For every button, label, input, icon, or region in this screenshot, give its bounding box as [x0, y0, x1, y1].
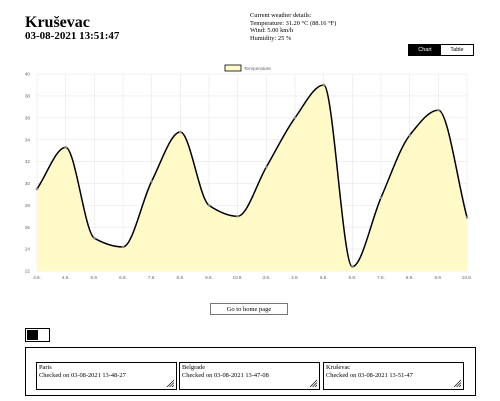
x-tick-label: 5.8. [90, 275, 98, 280]
view-toggle: Chart Table [408, 44, 474, 56]
history-card-belgrade[interactable]: Belgrade Checked on 03-08-2021 13-47-08 [179, 362, 320, 390]
history-card-city: Belgrade [182, 364, 206, 371]
legend-label: Temperature [244, 66, 271, 72]
history-card-paris[interactable]: Paris Checked on 03-08-2021 13-48-27 [36, 362, 177, 390]
current-datetime: 03-08-2021 13:51:47 [25, 30, 120, 42]
data-point[interactable] [322, 83, 325, 87]
x-tick-label: 4.8. [62, 275, 70, 280]
toggle-knob [27, 330, 38, 340]
data-point[interactable] [93, 236, 96, 240]
home-page-button[interactable]: Go to home page [210, 303, 288, 315]
y-tick-label: 38 [25, 93, 31, 98]
legend-swatch [224, 64, 242, 72]
history-card-checked: Checked on 03-08-2021 13-51-47 [326, 371, 413, 379]
y-tick-label: 26 [25, 225, 31, 230]
temperature-chart: Temperature 22 24 26 28 30 32 34 36 38 40 3.8. 4.8… [25, 64, 472, 280]
toggle-switch[interactable] [25, 328, 50, 342]
x-tick-label: 5.8. [320, 275, 328, 280]
data-point[interactable] [179, 130, 182, 134]
resize-grip-icon[interactable] [166, 379, 174, 387]
y-tick-label: 32 [25, 159, 31, 164]
weather-details: Current weather details: Temperature: 31… [250, 12, 336, 42]
history-card-krusevac[interactable]: Kruševac Checked on 03-08-2021 13-51-47 [323, 362, 464, 390]
data-point[interactable] [265, 165, 268, 169]
data-point[interactable] [293, 116, 297, 120]
temperature-area [37, 84, 467, 271]
y-tick-label: 34 [25, 137, 31, 142]
history-card-checked: Checked on 03-08-2021 13-48-27 [39, 371, 126, 379]
x-tick-label: 4.8. [291, 275, 299, 280]
y-axis-labels: 22 24 26 28 30 32 34 36 38 40 [25, 72, 31, 274]
data-points [35, 83, 469, 268]
data-point[interactable] [465, 216, 469, 219]
data-point[interactable] [437, 108, 440, 112]
y-tick-label: 36 [25, 115, 31, 120]
x-tick-label: 10.8. [233, 275, 243, 280]
x-tick-label: 3.8. [262, 275, 270, 280]
data-point[interactable] [64, 146, 67, 149]
y-tick-label: 24 [25, 247, 31, 252]
x-axis-labels: 3.8. 4.8. 5.8. 6.8. 7.8. 8.8. 9.8. 10.8. 3.8. 4.8… [33, 275, 472, 280]
data-point[interactable] [35, 187, 39, 191]
city-name: Kruševac [25, 14, 90, 31]
history-card-city: Paris [39, 364, 52, 371]
data-point[interactable] [351, 265, 354, 268]
weather-details-heading: Current weather details: [250, 12, 312, 19]
x-tick-label: 10.8. [462, 275, 472, 280]
x-tick-label: 3.8. [33, 275, 41, 280]
y-tick-label: 22 [25, 269, 31, 274]
temperature-text: Temperature: 31.20 °C (88.16 °F) [250, 19, 337, 27]
chart-tab-button[interactable]: Chart [409, 45, 441, 55]
temperature-line [36, 84, 468, 268]
resize-grip-icon[interactable] [309, 379, 317, 387]
history-panel: Paris Checked on 03-08-2021 13-48-27 Bel… [25, 347, 476, 396]
humidity-text: Humidity: 25 % [250, 34, 292, 42]
x-tick-label: 8.8. [176, 275, 184, 280]
data-point[interactable] [207, 204, 211, 207]
data-point[interactable] [236, 214, 239, 218]
x-tick-label: 9.8. [205, 275, 213, 280]
x-tick-label: 6.8. [348, 275, 356, 280]
resize-grip-icon[interactable] [453, 379, 461, 387]
y-tick-label: 28 [25, 203, 31, 208]
data-point[interactable] [379, 196, 383, 199]
data-point[interactable] [150, 179, 153, 183]
x-tick-label: 8.8. [406, 275, 414, 280]
data-point[interactable] [121, 245, 125, 249]
chart-legend[interactable]: Temperature [224, 64, 271, 72]
y-tick-label: 40 [25, 72, 31, 77]
history-card-city: Kruševac [326, 364, 351, 371]
table-tab-button[interactable]: Table [441, 45, 473, 55]
x-tick-label: 9.8. [434, 275, 442, 280]
y-tick-label: 30 [25, 181, 31, 186]
history-card-checked: Checked on 03-08-2021 13-47-08 [182, 371, 269, 379]
x-tick-label: 7.8. [148, 275, 156, 280]
x-tick-label: 6.8. [119, 275, 127, 280]
data-point[interactable] [408, 133, 411, 137]
wind-text: Wind: 5.00 km/h [250, 27, 294, 35]
x-tick-label: 7.8. [377, 275, 385, 280]
